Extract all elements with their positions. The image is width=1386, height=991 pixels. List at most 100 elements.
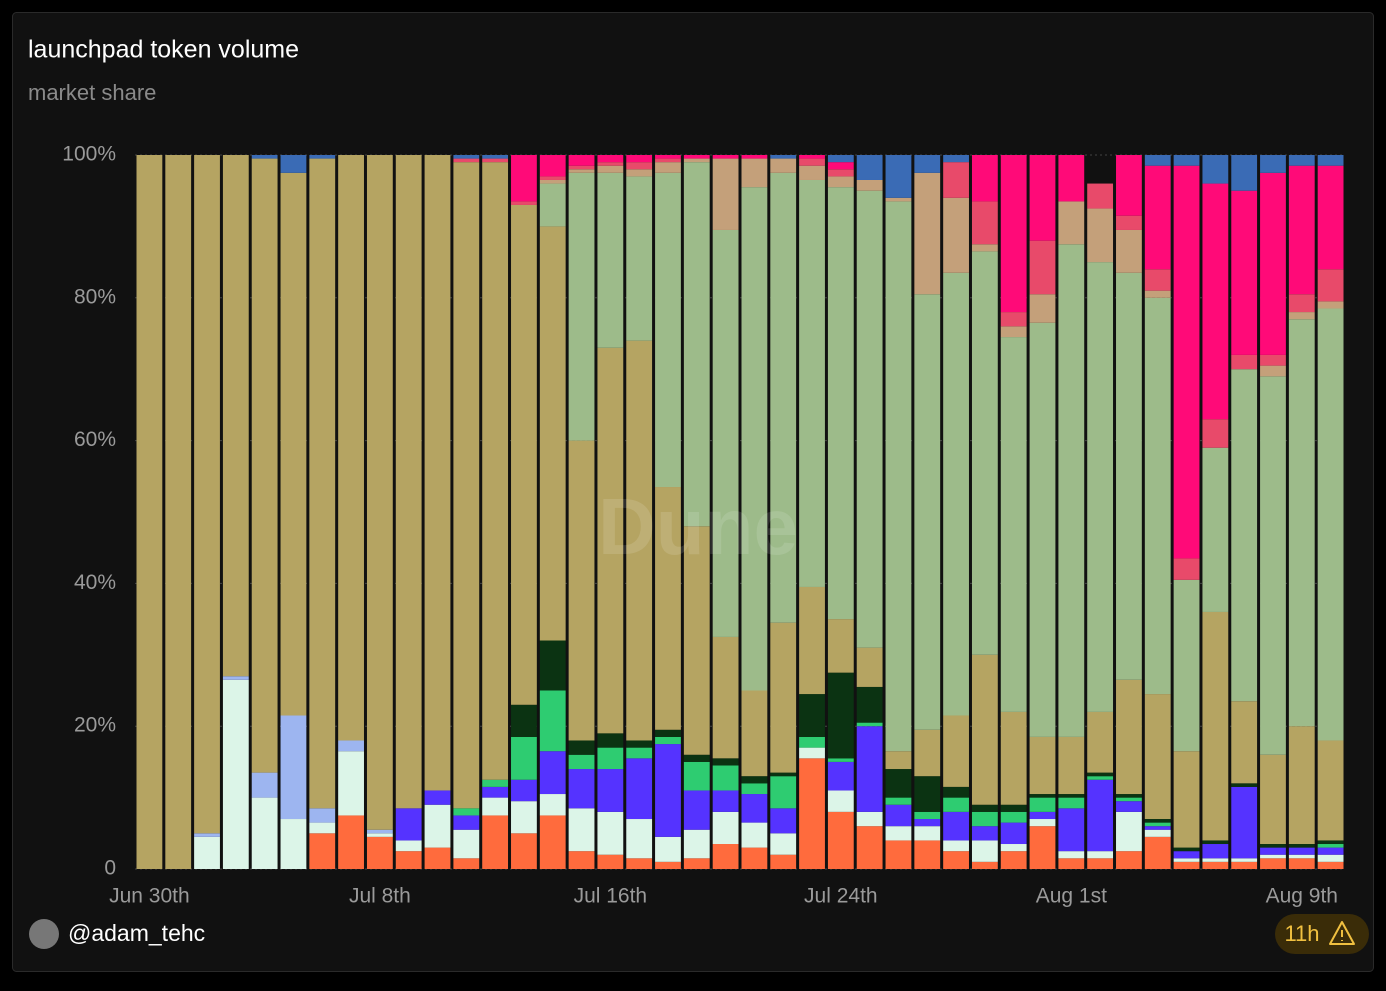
bar-segment (1202, 840, 1229, 845)
bar-segment (1029, 794, 1056, 798)
bar-segment (597, 811, 624, 855)
bar-segment (827, 155, 854, 163)
bar-segment (799, 758, 825, 869)
bar-segment (511, 833, 537, 869)
x-tick-label: Jun 30th (109, 885, 190, 908)
bar-segment (1260, 376, 1286, 755)
warning-icon (1329, 921, 1355, 945)
bar-segment (914, 826, 941, 841)
x-tick-label: Jul 16th (574, 885, 648, 908)
bar-segment (827, 187, 854, 620)
bar-segment (424, 804, 451, 848)
bar-segment (943, 162, 969, 198)
bar-segment (1173, 155, 1200, 166)
bar-segment (683, 790, 710, 830)
bar-segment (165, 155, 192, 869)
bar-segment (539, 176, 566, 180)
y-tick-label: 0 (104, 857, 116, 880)
bar-segment (251, 155, 278, 159)
bar-segment (568, 769, 595, 809)
bar-segment (827, 758, 854, 762)
avatar (29, 919, 59, 949)
bar-segment (194, 836, 220, 869)
bar-segment (741, 776, 768, 784)
bar-segment (482, 797, 509, 816)
bar-segment (1116, 155, 1142, 216)
bar-segment (655, 744, 681, 837)
bar-segment (1144, 836, 1171, 869)
bar-segment (539, 690, 566, 752)
y-tick-label: 100% (62, 143, 116, 166)
bar-segment (1144, 165, 1171, 270)
bar-segment (1029, 155, 1056, 241)
bar-segment (1260, 847, 1286, 855)
bar-segment (1202, 183, 1229, 420)
bar-segment (1173, 861, 1200, 869)
bar-segment (1317, 269, 1344, 302)
y-tick-label: 80% (74, 285, 116, 308)
bar-segment (943, 197, 969, 273)
bar-segment (453, 808, 480, 816)
bar-segment (827, 811, 854, 869)
bar-segment (1260, 754, 1286, 845)
bar-segment (511, 736, 537, 780)
bar-segment (395, 155, 422, 809)
bar-segment (1173, 579, 1200, 752)
bar-segment (1116, 794, 1142, 798)
bar-segment (712, 229, 739, 637)
bar-segment (1029, 240, 1056, 295)
bar-segment (424, 847, 451, 869)
bar-segment (597, 769, 624, 812)
bar-segment (799, 155, 825, 159)
x-tick-label: Jul 8th (349, 885, 411, 908)
bar-segment (482, 158, 509, 163)
bar-segment (280, 715, 307, 820)
bar-segment (1058, 201, 1085, 245)
bar-segment (1087, 779, 1114, 852)
bar-segment (1173, 751, 1200, 848)
bar-segment (1317, 840, 1344, 845)
bar-segment (655, 162, 681, 173)
bar-segment (741, 155, 768, 159)
bar-segment (683, 829, 710, 859)
bar-segment (1260, 854, 1286, 859)
bar-segment (1116, 811, 1142, 852)
bar-segment (712, 790, 739, 812)
bar-segment (799, 158, 825, 166)
bar-segment (194, 155, 220, 834)
bar-segment (511, 704, 537, 737)
bar-segment (914, 729, 941, 777)
bar-segment (827, 790, 854, 812)
bar-segment (568, 754, 595, 770)
bar-segment (1029, 736, 1056, 795)
bar-segment (914, 776, 941, 812)
bar-segment (655, 836, 681, 862)
bar-segment (568, 440, 595, 741)
bar-segment (914, 811, 941, 820)
bar-segment (1231, 369, 1258, 702)
author[interactable]: @adam_tehc (68, 920, 205, 946)
x-tick-label: Aug 1st (1036, 885, 1107, 908)
bar-segment (1000, 844, 1027, 852)
bar-segment (1058, 794, 1085, 798)
bar-segment (539, 183, 566, 227)
bar-segment (309, 158, 336, 809)
bar-segment (827, 162, 854, 170)
bar-segment (539, 794, 566, 816)
bar-segment (1317, 844, 1344, 848)
bar-segment (1087, 711, 1114, 773)
bar-segment (1144, 694, 1171, 820)
bar-segment (856, 811, 883, 827)
bar-segment (597, 162, 624, 166)
bar-segment (1173, 858, 1200, 862)
bar-segment (1288, 844, 1315, 848)
bar-segment (597, 747, 624, 770)
bar-segment (482, 155, 509, 159)
bar-segment (1288, 726, 1315, 845)
bar-segment (453, 158, 480, 163)
bar-segment (856, 179, 883, 191)
bar-segment (597, 854, 624, 869)
bar-segment (741, 187, 768, 691)
bar-segment (568, 851, 595, 869)
bar-segment (309, 822, 336, 834)
